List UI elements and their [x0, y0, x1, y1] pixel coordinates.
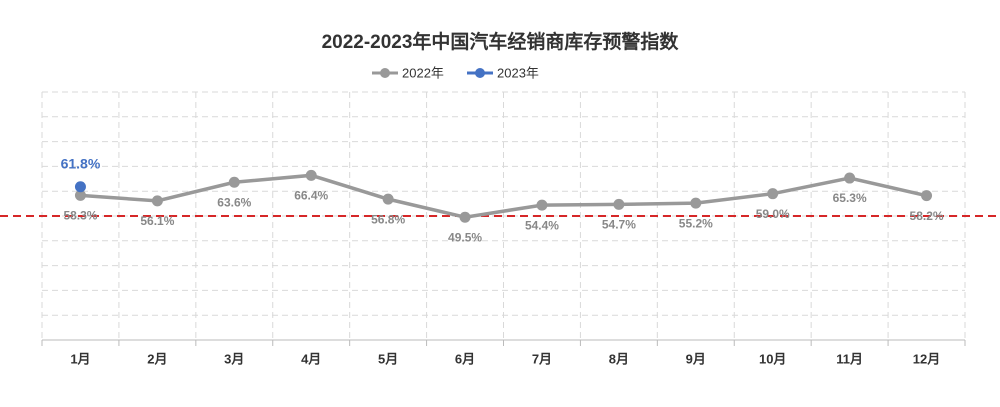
x-tick-label: 6月 [455, 351, 475, 366]
data-point [74, 189, 86, 201]
data-label: 54.4% [525, 218, 559, 232]
x-tick-label: 5月 [378, 351, 398, 366]
legend-marker [380, 68, 390, 78]
x-tick-label: 9月 [686, 351, 706, 366]
data-point [228, 176, 240, 188]
data-point [74, 181, 86, 193]
x-tick-label: 3月 [224, 351, 244, 366]
data-point [459, 211, 471, 223]
data-label: 49.5% [448, 230, 482, 244]
legend-marker [475, 68, 485, 78]
x-tick-label: 7月 [532, 351, 552, 366]
x-tick-label: 2月 [147, 351, 167, 366]
x-tick-label: 11月 [836, 351, 863, 366]
data-point [305, 169, 317, 181]
data-label: 59.0% [756, 207, 790, 221]
data-point [382, 193, 394, 205]
data-label: 63.6% [217, 195, 251, 209]
data-label: 65.3% [833, 191, 867, 205]
series-line [80, 173, 927, 220]
data-point [151, 195, 163, 207]
data-point [613, 198, 625, 210]
legend-label: 2022年 [402, 65, 444, 80]
data-label: 56.1% [140, 214, 174, 228]
data-point [767, 188, 779, 200]
x-tick-label: 4月 [301, 351, 321, 366]
x-tick-label: 1月 [70, 351, 90, 366]
x-tick-label: 12月 [913, 351, 940, 366]
x-tick-label: 8月 [609, 351, 629, 366]
data-point [690, 197, 702, 209]
data-label: 58.2% [910, 209, 944, 223]
data-label: 54.7% [602, 218, 636, 232]
data-label: 66.4% [294, 188, 328, 202]
x-tick-label: 10月 [759, 351, 786, 366]
data-label: 58.3% [63, 209, 97, 223]
chart-title: 2022-2023年中国汽车经销商库存预警指数 [322, 30, 680, 53]
legend-label: 2023年 [497, 65, 539, 80]
data-point [844, 172, 856, 184]
data-point [921, 190, 933, 202]
data-label: 56.8% [371, 212, 405, 226]
data-label: 61.8% [61, 155, 101, 171]
data-label: 55.2% [679, 216, 713, 230]
data-point [536, 199, 548, 211]
